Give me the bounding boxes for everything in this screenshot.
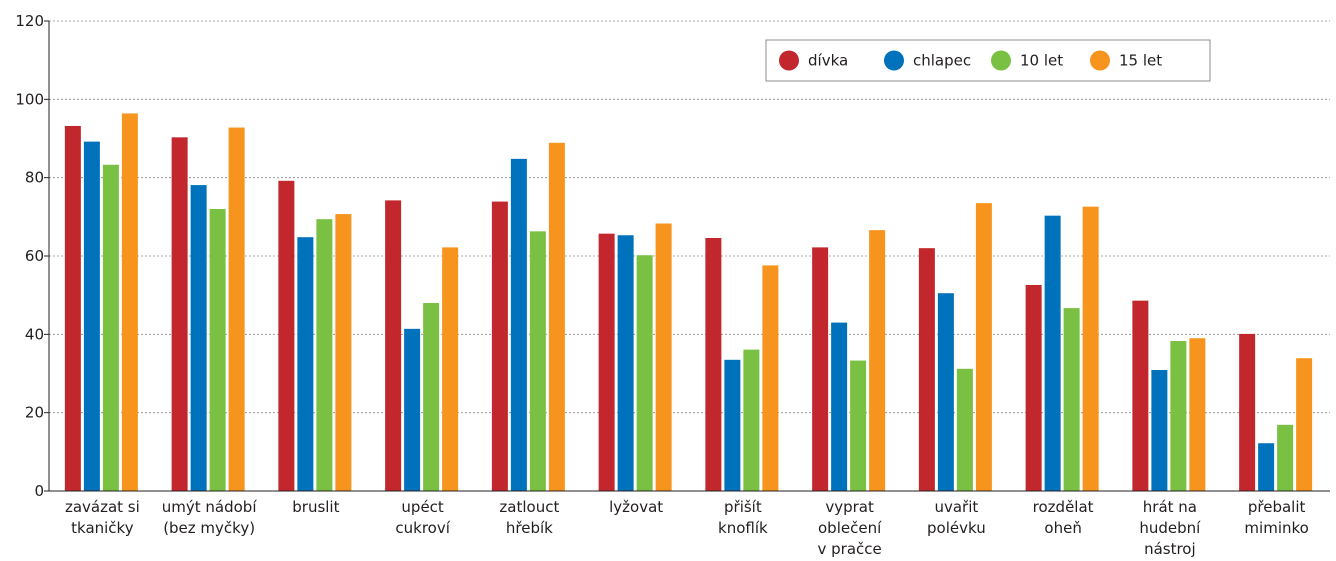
x-tick-label: zavázat si: [65, 498, 140, 516]
x-tick-label: bruslit: [292, 498, 339, 516]
y-tick-label: 20: [25, 404, 44, 422]
x-tick-label: vyprat: [825, 498, 874, 516]
bar: [1170, 340, 1187, 491]
bar: [1189, 338, 1206, 491]
axis-labels: 0 20 40 60 80 100 120 zavázat si tkaničky umýt ná…: [15, 12, 1308, 558]
y-tick-label: 100: [15, 90, 44, 108]
bar: [491, 201, 508, 491]
y-tick-label: 0: [34, 482, 44, 500]
bar: [1258, 443, 1275, 491]
x-tick-label: umýt nádobí: [162, 498, 258, 516]
bar: [1239, 333, 1256, 491]
bar: [812, 247, 829, 491]
bar: [83, 141, 100, 491]
bar: [209, 209, 226, 491]
bar: [529, 231, 546, 491]
gridlines: [49, 20, 1330, 414]
bar: [423, 303, 440, 491]
x-tick-label: lyžovat: [609, 498, 663, 516]
bar: [918, 248, 935, 491]
x-tick-label: nástroj: [1144, 540, 1196, 558]
bar: [850, 360, 867, 491]
bar: [510, 158, 527, 491]
bar: [1296, 358, 1313, 491]
x-tick-label: cukroví: [395, 519, 450, 537]
x-tick-label: rozdělat: [1033, 498, 1094, 516]
bar: [1132, 300, 1149, 491]
x-tick-label: tkaničky: [71, 519, 134, 537]
bar: [385, 200, 402, 491]
bars: [64, 113, 1313, 492]
bar: [335, 214, 352, 491]
bar: [831, 322, 848, 491]
x-tick-label: knoflík: [718, 519, 768, 537]
bar: [956, 368, 973, 491]
bar: [64, 125, 81, 491]
legend-swatch: [1090, 50, 1110, 71]
x-tick-label: oblečení: [818, 519, 882, 537]
legend-label: 15 let: [1119, 52, 1162, 70]
legend: dívka chlapec 10 let 15 let: [765, 39, 1211, 82]
x-tick-label: hudební: [1139, 519, 1201, 537]
axes: [44, 20, 1330, 492]
x-tick-label: zatlouct: [499, 498, 559, 516]
legend-label: dívka: [808, 52, 848, 70]
bar: [1044, 215, 1061, 492]
bar: [1025, 284, 1042, 491]
bar: [548, 142, 565, 491]
y-tick-label: 60: [25, 247, 44, 265]
bar: [171, 137, 188, 491]
bar: [442, 247, 459, 491]
bar: [228, 127, 245, 492]
bar: [655, 223, 672, 491]
bar: [404, 328, 421, 491]
bar: [1277, 424, 1294, 491]
x-tick-label: hrát na: [1143, 498, 1197, 516]
legend-swatch: [779, 50, 799, 71]
x-tick-label: uvařit: [934, 498, 978, 516]
bar: [617, 235, 634, 491]
x-tick-label: přišít: [724, 498, 762, 516]
bar: [598, 233, 615, 492]
x-tick-label: (bez myčky): [163, 519, 255, 537]
x-tick-label: polévku: [927, 519, 986, 537]
x-tick-label: upéct: [401, 498, 444, 516]
bar: [762, 265, 779, 491]
bar: [316, 219, 333, 491]
bar: [190, 185, 207, 491]
bar: [937, 293, 954, 491]
bar: [975, 203, 992, 491]
legend-swatch: [991, 50, 1011, 71]
bar: [705, 237, 722, 491]
legend-label: chlapec: [913, 52, 971, 70]
y-tick-label: 120: [15, 12, 44, 30]
bar: [724, 359, 741, 491]
bar: [1151, 369, 1168, 491]
bar: [869, 230, 886, 491]
x-tick-label: oheň: [1044, 519, 1081, 537]
x-tick-label: hřebík: [506, 519, 553, 537]
bar: [102, 164, 119, 491]
bar: [743, 349, 760, 491]
bar: [297, 237, 314, 491]
bar: [1063, 308, 1080, 491]
bar: [278, 180, 295, 492]
bar: [636, 255, 653, 491]
legend-label: 10 let: [1020, 52, 1063, 70]
bar: [1082, 206, 1099, 491]
legend-swatch: [884, 50, 904, 71]
x-tick-label: přebalit: [1248, 498, 1306, 516]
x-tick-label: v pračce: [818, 540, 882, 558]
y-tick-label: 40: [25, 325, 44, 343]
bar: [121, 113, 138, 491]
x-tick-label: miminko: [1244, 519, 1308, 537]
y-tick-label: 80: [25, 169, 44, 187]
legend-box: [765, 39, 1211, 82]
